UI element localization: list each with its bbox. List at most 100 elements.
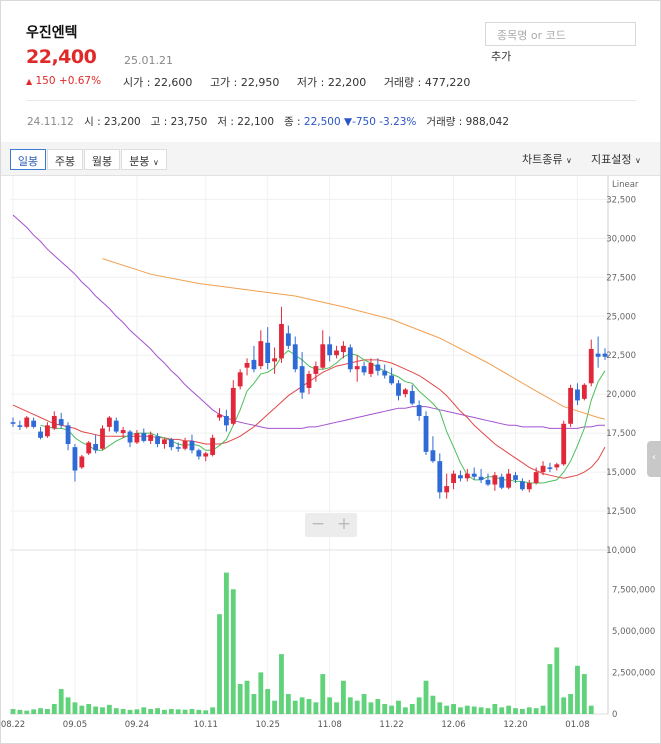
- chevron-down-icon: ∨: [634, 156, 641, 165]
- volume-bar: [148, 709, 154, 714]
- candle-body: [72, 447, 78, 471]
- volume-bar: [396, 700, 401, 714]
- candle-body: [148, 434, 154, 441]
- volume-bar: [437, 702, 443, 714]
- zoom-out-button[interactable]: −: [310, 514, 326, 534]
- stock-search-input[interactable]: 종목명 or 코드: [485, 22, 636, 46]
- volume-bar: [327, 697, 333, 714]
- candle-body: [361, 366, 367, 373]
- volume-bar: [354, 700, 360, 714]
- candle-body: [602, 353, 608, 357]
- volume-tick-label: 7,500,000: [612, 585, 655, 595]
- date-tick-label: 11.08: [317, 720, 341, 730]
- candle-body: [437, 461, 443, 493]
- date-tick-label: 12.06: [441, 720, 465, 730]
- candle-body: [155, 436, 160, 445]
- side-panel-toggle[interactable]: ‹: [647, 441, 661, 477]
- high-price: 고가 : 22,950: [209, 76, 280, 89]
- candle-body: [533, 472, 539, 483]
- change-percent: +0.67%: [58, 75, 102, 87]
- candle-body: [251, 359, 257, 370]
- volume-bar: [382, 704, 388, 714]
- date-tick-label: 11.22: [379, 720, 403, 730]
- candle-body: [568, 387, 573, 424]
- candle-body: [313, 366, 319, 374]
- volume-bar: [45, 709, 50, 714]
- candle-body: [127, 431, 133, 443]
- volume-bar: [100, 707, 105, 714]
- volume-bar: [292, 700, 298, 714]
- chart-type-dropdown[interactable]: 차트종류 ∨: [522, 151, 572, 167]
- candle-body: [526, 482, 532, 490]
- open-price: 시가 : 22,600: [123, 76, 193, 89]
- candle-body: [265, 342, 271, 363]
- volume-bar: [168, 709, 174, 714]
- candle-body: [382, 370, 388, 376]
- volume-bar: [217, 614, 222, 714]
- volume-bar: [141, 707, 147, 714]
- candle-body: [402, 389, 408, 395]
- candle-body: [540, 465, 546, 473]
- candle-body: [444, 486, 450, 493]
- candle-body: [175, 447, 181, 449]
- volume-bar: [547, 664, 553, 714]
- daily-summary: 시가 : 22,600 고가 : 22,950 저가 : 22,200 거래량 …: [123, 74, 484, 90]
- volume-bar: [430, 695, 436, 714]
- volume-bar: [134, 709, 140, 714]
- candle-body: [24, 417, 30, 427]
- date-tick-label: 01.08: [565, 720, 589, 730]
- volume-bar: [347, 697, 353, 714]
- volume-bar: [223, 572, 229, 714]
- volume-bar: [478, 707, 484, 714]
- tab-weekly[interactable]: 주봉: [47, 149, 83, 170]
- add-button[interactable]: 추가: [491, 50, 512, 63]
- tab-minute[interactable]: 분봉 ∨: [121, 149, 167, 170]
- candle-body: [58, 419, 64, 426]
- candle-body: [258, 341, 264, 367]
- candle-body: [320, 344, 326, 368]
- candle-body: [93, 444, 99, 451]
- trade-volume: 거래량 : 477,220: [383, 76, 471, 89]
- volume-bar: [210, 707, 216, 714]
- volume-bar: [540, 705, 546, 714]
- candle-body: [506, 473, 512, 488]
- zoom-in-button[interactable]: +: [336, 514, 352, 534]
- volume-bar: [506, 705, 512, 714]
- candle-body: [354, 366, 360, 370]
- chevron-down-icon: ∨: [565, 156, 572, 165]
- tab-daily[interactable]: 일봉: [10, 149, 46, 170]
- current-price: 22,400: [26, 46, 97, 68]
- ma120-line: [102, 258, 606, 420]
- volume-bar: [554, 647, 560, 714]
- volume-bar: [31, 709, 37, 714]
- candle-body: [513, 475, 518, 480]
- volume-bar: [196, 709, 202, 714]
- candle-body: [575, 389, 580, 401]
- quote-date: 25.01.21: [124, 54, 173, 67]
- price-tick-label: 20,000: [606, 390, 636, 400]
- tab-monthly[interactable]: 월봉: [84, 149, 120, 170]
- candle-body: [210, 437, 216, 455]
- change-amount: 150: [35, 75, 56, 87]
- candle-body: [223, 415, 229, 426]
- volume-bar: [444, 705, 450, 714]
- candle-body: [31, 420, 37, 427]
- price-tick-label: 32,500: [606, 195, 636, 205]
- chart-toolbar: 일봉 주봉 월봉 분봉 ∨ 차트종류 ∨ 지표설정 ∨: [1, 142, 660, 176]
- volume-bar: [162, 709, 167, 714]
- volume-bar: [72, 702, 78, 714]
- candle-body: [581, 384, 587, 399]
- volume-bar: [409, 704, 415, 714]
- selected-high: 고 : 23,750: [150, 116, 208, 128]
- candlestick-chart[interactable]: Linear 32,500 30,000 27,500 25,000 22,500 20,0…: [0, 176, 661, 744]
- volume-bar: [299, 697, 305, 714]
- candle-body: [341, 345, 346, 353]
- candle-body: [79, 456, 85, 468]
- candle-body: [196, 450, 202, 457]
- volume-bar: [458, 707, 463, 714]
- stock-name: 우진엔텍: [26, 25, 78, 41]
- indicator-settings-dropdown[interactable]: 지표설정 ∨: [591, 151, 641, 167]
- candle-body: [547, 467, 553, 469]
- divider: [26, 100, 636, 101]
- up-triangle-icon: ▲: [26, 77, 33, 86]
